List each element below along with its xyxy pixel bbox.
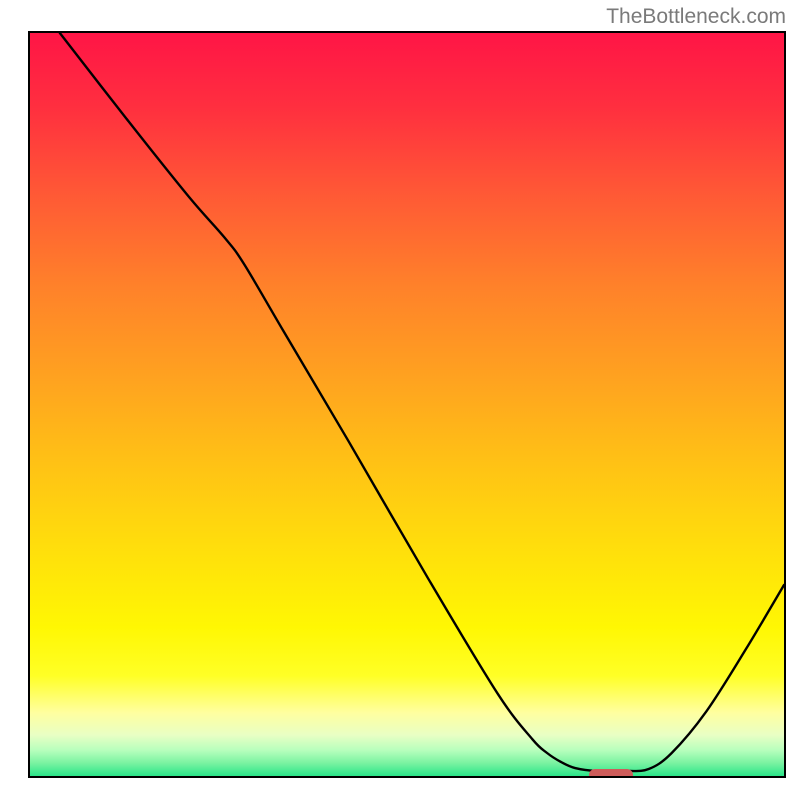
watermark-text: TheBottleneck.com xyxy=(606,5,786,29)
chart-plot-area xyxy=(28,31,786,778)
chart-curve xyxy=(30,33,784,776)
chart-bottleneck-marker xyxy=(589,769,633,778)
